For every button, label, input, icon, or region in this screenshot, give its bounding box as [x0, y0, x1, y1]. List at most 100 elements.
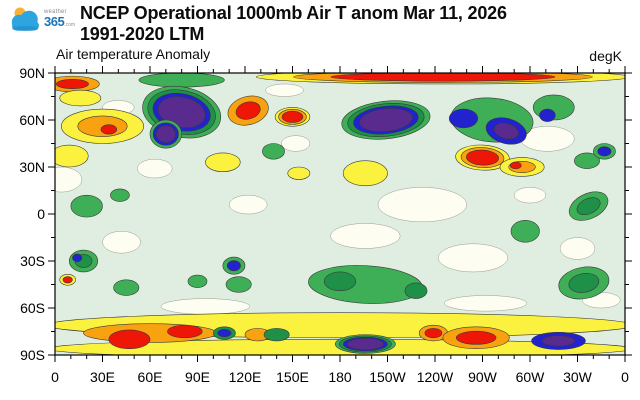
near-zero-patch [330, 223, 401, 249]
near-zero-patch [137, 158, 173, 179]
sw-africa-warm-speck [59, 274, 76, 286]
axis-labels: 0 30E 60E 90E 120E 150E 180 150W 120W 90W 60W 30W 09… [19, 65, 629, 385]
cloud-icon [11, 10, 39, 32]
azores-cold-blue-contour [597, 146, 612, 157]
y-tick-label: 30N [19, 159, 45, 175]
near-zero-patch [102, 230, 141, 254]
south-africa-cold [68, 249, 99, 273]
west-australia-cold-blue-contour [226, 260, 241, 272]
brand-text: weather 365 .com [44, 5, 75, 28]
ross-sea-cold [334, 334, 396, 354]
atlantic-green-green-contour [574, 152, 600, 169]
y-tick-label: 30S [20, 253, 45, 269]
azores-cold [593, 143, 616, 160]
south-pacific-darkgreen-east-darkgreen-contour [404, 282, 428, 299]
x-tick-label: 90E [185, 369, 210, 385]
africa-green-east [110, 188, 130, 202]
south-indian-green-2-green-contour [187, 274, 208, 288]
arctic-green-patch-green-contour [138, 73, 225, 88]
amazon-green-green-contour [510, 219, 540, 243]
chart-title: NCEP Operational 1000mb Air T anom Mar 1… [80, 3, 507, 45]
antarctic-red-2-red-contour [167, 324, 203, 339]
canada-cold-west [448, 108, 479, 129]
antarctic-red-1-red-contour [108, 329, 151, 350]
greenland-cold-spot-blue-contour [539, 108, 556, 122]
x-tick-label: 180 [328, 369, 352, 385]
south-pacific-darkgreen-west-darkgreen-contour [323, 271, 357, 292]
x-tick-label: 150E [276, 369, 309, 385]
weddell-cold-purple-contour [542, 335, 575, 347]
brand-number: 365 [44, 14, 65, 29]
antarctic-cold-spot-1-blue-contour [217, 329, 232, 338]
y-tick-label: 90S [20, 347, 45, 363]
siberia-cold-tail-purple-contour [156, 125, 176, 143]
africa-green-west [70, 194, 103, 218]
units-label: degK [589, 48, 622, 64]
amundsen-warm-red-contour [455, 330, 497, 345]
weddell-cold [531, 331, 586, 350]
barents-yellow [59, 89, 102, 107]
north-pacific-cold [341, 100, 431, 140]
y-tick-label: 90N [19, 65, 45, 81]
x-tick-label: 150W [369, 369, 406, 385]
south-africa-cold-spot [72, 253, 83, 263]
amazon-green [510, 219, 540, 243]
south-indian-green-1-green-contour [113, 279, 140, 296]
canada-cold-west-blue-contour [448, 108, 479, 129]
x-tick-label: 0 [51, 369, 59, 385]
south-pacific-darkgreen-west [323, 271, 357, 292]
kamchatka-warm [274, 107, 311, 127]
south-indian-green-1 [113, 279, 140, 296]
equatorial-atlantic-green-darkgreen-contour [576, 197, 601, 216]
south-indian-green-2 [187, 274, 208, 288]
title-line-1: NCEP Operational 1000mb Air T anom Mar 1… [80, 3, 507, 23]
x-tick-label: 60E [138, 369, 163, 385]
canada-cold-core [485, 117, 527, 145]
x-tick-label: 120W [417, 369, 454, 385]
north-africa-yellow [55, 144, 89, 168]
antarctic-red-3-red-contour [424, 328, 443, 339]
x-tick-label: 90W [468, 369, 498, 385]
cloud-sun-icon [11, 7, 39, 32]
japan-green-green-contour [262, 143, 285, 160]
south-pacific-darkgreen-east [404, 282, 428, 299]
south-africa-cold-spot-blue-contour [72, 253, 83, 263]
us-warm [455, 144, 510, 171]
sw-africa-warm-speck-red-contour [62, 276, 73, 284]
axis-ticks [48, 66, 632, 362]
barents-yellow-yellow-contour [59, 89, 102, 107]
antarctic-cold-spot-1 [213, 326, 236, 340]
title-line-2: 1991-2020 LTM [80, 24, 205, 44]
near-zero-patch [513, 187, 547, 204]
brand-tld: .com [64, 22, 76, 28]
amundsen-warm [442, 326, 510, 350]
antarctic-cold-spot-2 [263, 328, 290, 342]
near-zero-patch [437, 243, 509, 273]
ross-sea-cold-purple-contour [346, 338, 384, 350]
north-pacific-cold-purple-contour [359, 108, 413, 132]
y-tick-label: 60N [19, 112, 45, 128]
y-tick-label: 0 [37, 206, 45, 222]
arctic-green-patch [138, 73, 225, 88]
us-warm-red-contour [466, 149, 499, 166]
x-tick-label: 30W [563, 369, 593, 385]
antarctic-cold-spot-2-darkgreen-contour [263, 328, 290, 342]
subtropic-atlantic-warm-core-red-contour [509, 161, 522, 170]
canada-cold-core-purple-contour [493, 122, 519, 140]
y-tick-label: 60S [20, 300, 45, 316]
south-indian-green-3 [225, 276, 252, 293]
x-tick-label: 0 [621, 369, 629, 385]
south-atlantic-green-darkgreen-contour [568, 273, 600, 293]
x-tick-label: 60W [516, 369, 546, 385]
china-yellow-yellow-contour [205, 152, 241, 173]
siberia-cold-tail [149, 119, 182, 149]
antarctic-red-3 [418, 324, 448, 342]
europe-warm-core-red-contour [100, 124, 118, 135]
africa-green-east-green-contour [110, 188, 130, 202]
europe-warm-core [100, 124, 118, 135]
subtropic-atlantic-warm-core [509, 161, 522, 170]
kamchatka-warm-red-contour [281, 110, 304, 123]
west-pacific-yellow [287, 166, 311, 180]
